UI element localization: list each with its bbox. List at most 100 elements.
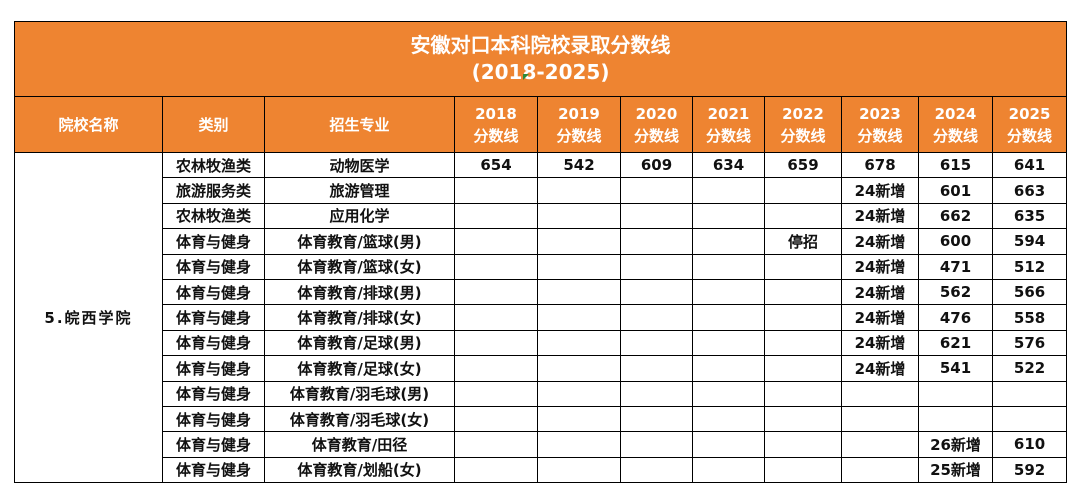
score-cell-2019 (537, 202, 621, 230)
score-cell-2025: 663 (991, 177, 1068, 204)
header-year-2018: 2018 分数线 (454, 96, 538, 153)
header-score-label: 分数线 (556, 126, 602, 145)
score-cell-2023 (841, 456, 919, 484)
score-cell-2023: 24新增 (841, 253, 919, 280)
category-cell: 体育与健身 (162, 431, 265, 458)
table-row: 体育与健身 体育教育/排球(女) 24新增 476 558 (15, 304, 1068, 331)
header-score-label: 分数线 (705, 126, 751, 145)
score-cell-2019 (537, 304, 621, 331)
header-year-label: 2019 (558, 104, 600, 123)
major-cell: 体育教育/排球(女) (264, 304, 455, 331)
score-cell-2019 (537, 177, 621, 204)
score-cell-2025: 635 (991, 202, 1068, 230)
score-cell-2022 (764, 278, 842, 306)
score-cell-2019 (537, 278, 621, 306)
score-cell-2024: 621 (918, 329, 993, 357)
score-cell-2019 (537, 380, 621, 407)
score-cell-2019: 542 (537, 151, 621, 179)
score-cell-2023: 24新增 (841, 304, 919, 331)
header-major: 招生专业 (264, 96, 455, 153)
score-cell-2022 (764, 355, 842, 382)
header-year-2023: 2023 分数线 (841, 96, 919, 153)
score-cell-2018 (454, 304, 538, 331)
title-line-1: 安徽对口本科院校录取分数线 (410, 33, 671, 57)
table-title: 安徽对口本科院校录取分数线 (2018-2025) (13, 21, 1068, 97)
major-cell: 体育教育/羽毛球(女) (264, 405, 455, 433)
score-cell-2024 (918, 380, 993, 407)
score-cell-2024: 476 (918, 304, 993, 331)
major-cell: 体育教育/田径 (264, 431, 455, 458)
score-cell-2025: 610 (991, 431, 1068, 458)
title-line-2: (2018-2025) (471, 60, 610, 84)
header-year-label: 2021 (707, 104, 750, 123)
score-cell-2024: 662 (918, 202, 993, 230)
column-header-row: 院校名称 类别 招生专业 2018 分数线 2019 分数线 2020 分数线 2021 分数… (14, 96, 1068, 153)
score-cell-2025: 594 (991, 228, 1068, 255)
score-cell-2024: 541 (918, 355, 993, 382)
score-cell-2018 (454, 380, 538, 407)
score-cell-2024: 615 (918, 151, 993, 179)
score-cell-2019 (537, 456, 621, 484)
score-cell-2022 (764, 405, 842, 433)
score-cell-2020 (620, 253, 693, 280)
table-row: 体育与健身 体育教育/足球(男) 24新增 621 576 (15, 329, 1068, 357)
score-cell-2018 (454, 431, 538, 458)
score-cell-2018 (454, 405, 538, 433)
school-name-cell: 5.皖西学院 (14, 151, 163, 484)
table-row: 体育与健身 体育教育/羽毛球(女) (15, 405, 1068, 433)
score-cell-2021 (692, 380, 765, 407)
score-cell-2024: 600 (918, 228, 993, 255)
category-cell: 体育与健身 (162, 380, 265, 407)
score-cell-2020 (620, 278, 693, 306)
score-cell-2018: 654 (454, 151, 538, 179)
score-cell-2020 (620, 405, 693, 433)
score-cell-2025: 512 (991, 253, 1068, 280)
header-score-label: 分数线 (857, 126, 903, 145)
major-cell: 应用化学 (264, 202, 455, 230)
header-category: 类别 (162, 96, 265, 153)
score-cell-2022: 停招 (764, 228, 842, 255)
header-score-label: 分数线 (932, 126, 978, 145)
score-cell-2022 (764, 380, 842, 407)
score-cell-2018 (454, 456, 538, 484)
score-cell-2021 (692, 177, 765, 204)
major-cell: 旅游管理 (264, 177, 455, 204)
score-cell-2021 (692, 228, 765, 255)
score-cell-2021 (692, 456, 765, 484)
header-year-label: 2022 (782, 104, 824, 123)
score-cell-2021: 634 (692, 151, 765, 179)
score-cell-2018 (454, 202, 538, 230)
category-cell: 农林牧渔类 (162, 202, 265, 230)
header-year-label: 2020 (635, 104, 678, 123)
score-cell-2024: 471 (918, 253, 993, 280)
major-cell: 体育教育/篮球(女) (264, 253, 455, 280)
score-cell-2022 (764, 304, 842, 331)
header-year-2019: 2019 分数线 (537, 96, 621, 153)
score-cell-2020 (620, 431, 693, 458)
table-row: 体育与健身 体育教育/足球(女) 24新增 541 522 (15, 355, 1068, 382)
score-cell-2020 (620, 228, 693, 255)
score-table: 安徽对口本科院校录取分数线 (2018-2025) 院校名称 类别 招生专业 2… (13, 21, 1068, 484)
category-cell: 体育与健身 (162, 405, 265, 433)
score-cell-2020 (620, 304, 693, 331)
score-cell-2022 (764, 431, 842, 458)
category-cell: 体育与健身 (162, 355, 265, 382)
header-year-2022: 2022 分数线 (764, 96, 842, 153)
table-row: 旅游服务类 旅游管理 24新增 601 663 (15, 177, 1068, 204)
table-row: 体育与健身 体育教育/篮球(女) 24新增 471 512 (15, 253, 1068, 280)
score-cell-2019 (537, 431, 621, 458)
category-cell: 体育与健身 (162, 456, 265, 484)
header-year-label: 2025 (1008, 104, 1051, 123)
header-year-label: 2018 (475, 104, 517, 123)
score-cell-2023: 24新增 (841, 202, 919, 230)
score-cell-2018 (454, 177, 538, 204)
score-cell-2023: 24新增 (841, 329, 919, 357)
category-cell: 体育与健身 (162, 228, 265, 255)
score-cell-2023 (841, 431, 919, 458)
score-cell-2024: 562 (918, 278, 993, 306)
score-cell-2021 (692, 405, 765, 433)
score-cell-2025: 592 (991, 456, 1068, 484)
score-cell-2018 (454, 329, 538, 357)
score-cell-2019 (537, 253, 621, 280)
cell-comment-marker (523, 74, 529, 80)
